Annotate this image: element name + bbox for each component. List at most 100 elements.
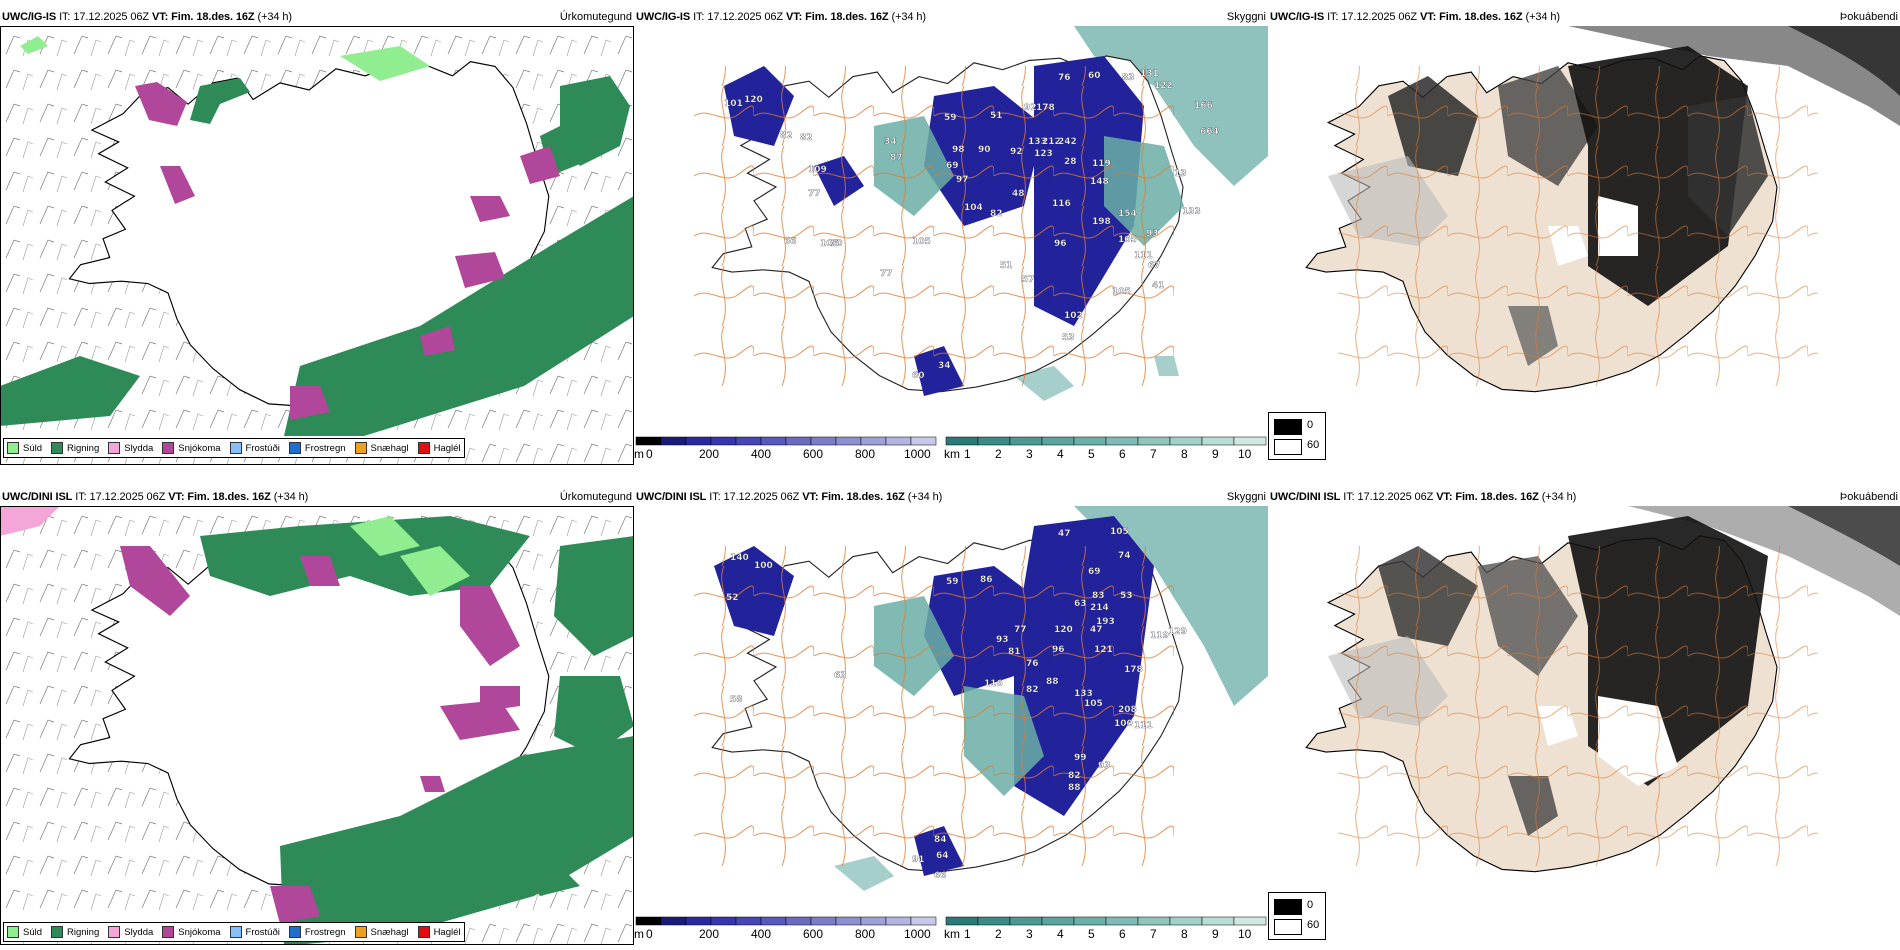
svg-text:76: 76 <box>1058 73 1071 83</box>
colorbar-segment <box>1009 436 1043 446</box>
svg-text:57: 57 <box>1022 275 1035 285</box>
colorbar-segment <box>1073 916 1107 926</box>
svg-text:66: 66 <box>784 237 797 247</box>
svg-text:64: 64 <box>936 851 949 861</box>
svg-text:148: 148 <box>1090 177 1109 187</box>
colorbar-segment <box>945 916 979 926</box>
colorbar-segment <box>635 436 662 446</box>
colorbar-tick: 6 <box>1119 927 1126 941</box>
svg-text:129: 129 <box>1168 627 1187 637</box>
svg-text:105: 105 <box>1112 287 1131 297</box>
svg-text:193: 193 <box>1096 617 1115 627</box>
svg-text:28: 28 <box>1064 157 1077 167</box>
colorbar-tick: 10 <box>1238 447 1252 461</box>
svg-text:77: 77 <box>880 269 893 279</box>
svg-text:101: 101 <box>724 99 743 109</box>
svg-text:82: 82 <box>990 209 1003 219</box>
colorbar-segment <box>660 436 687 446</box>
legend-item: Haglél <box>417 442 461 454</box>
legend-item: Súld <box>7 926 42 938</box>
panel-name: Skyggni <box>1226 491 1266 503</box>
svg-text:53: 53 <box>1062 333 1075 343</box>
colorbar-tick: 800 <box>855 447 876 461</box>
fog-index-map <box>1305 506 1900 873</box>
panel-title: UWC/IG-IS IT: 17.12.2025 06Z VT: Fim. 18… <box>1270 11 1560 23</box>
colorbar-tick: 200 <box>699 447 720 461</box>
svg-text:13: 13 <box>1174 169 1187 179</box>
svg-text:82: 82 <box>1026 685 1039 695</box>
legend-item: Frostregn <box>288 926 346 938</box>
svg-text:60: 60 <box>1088 71 1101 81</box>
svg-text:41: 41 <box>1152 281 1165 291</box>
svg-text:123: 123 <box>1034 149 1053 159</box>
colorbar-tick: 400 <box>751 447 772 461</box>
colorbar-segment <box>1073 436 1107 446</box>
legend-item: Snæhagl <box>354 926 409 938</box>
precip-type-panel-row2: UWC/DINI ISL IT: 17.12.2025 06Z VT: Fim.… <box>0 490 634 945</box>
legend-item: Rigning <box>51 926 99 938</box>
svg-text:86: 86 <box>980 575 993 585</box>
colorbar-tick: 4 <box>1057 927 1064 941</box>
colorbar-segment <box>1201 436 1235 446</box>
svg-text:74: 74 <box>1118 551 1131 561</box>
svg-text:69: 69 <box>946 161 959 171</box>
svg-text:92: 92 <box>1024 103 1037 113</box>
svg-text:81: 81 <box>1008 647 1021 657</box>
colorbar-tick: 0 <box>646 447 653 461</box>
svg-text:47: 47 <box>1090 625 1103 635</box>
colorbar-tick: 600 <box>803 927 824 941</box>
legend-item: Frostúði <box>229 442 280 454</box>
visibility-colorbar-m <box>635 916 937 926</box>
visibility-colorbar-km <box>945 436 1267 446</box>
svg-text:88: 88 <box>1068 783 1081 793</box>
svg-text:88: 88 <box>1046 677 1059 687</box>
legend-item: Haglél <box>417 926 461 938</box>
colorbar-tick: 5 <box>1088 447 1095 461</box>
svg-text:87: 87 <box>890 153 903 163</box>
svg-text:53: 53 <box>1120 591 1133 601</box>
svg-text:99: 99 <box>1074 753 1087 763</box>
colorbar-tick: 8 <box>1181 927 1188 941</box>
colorbar-tick: 600 <box>803 447 824 461</box>
visibility-values: 76 60 83 131 122 166 664 101 120 59 51 8… <box>724 69 1219 381</box>
svg-text:93: 93 <box>1098 761 1111 771</box>
colorbar-tick: 400 <box>751 927 772 941</box>
svg-text:52: 52 <box>726 593 739 603</box>
colorbar-segment <box>977 436 1011 446</box>
svg-text:121: 121 <box>1094 645 1113 655</box>
colorbar-segment <box>1041 436 1075 446</box>
fog-legend: 0 60 <box>1268 892 1326 940</box>
colorbar-segment <box>1105 916 1139 926</box>
panel-title: UWC/DINI ISL IT: 17.12.2025 06Z VT: Fim.… <box>636 491 943 503</box>
svg-text:67: 67 <box>1148 261 1161 271</box>
colorbar-tick: 0 <box>646 927 653 941</box>
panel-title: UWC/DINI ISL IT: 17.12.2025 06Z VT: Fim.… <box>2 491 309 503</box>
colorbar-segment <box>1169 916 1203 926</box>
legend-item: Rigning <box>51 442 99 454</box>
svg-text:84: 84 <box>934 835 947 845</box>
svg-text:77: 77 <box>1014 625 1027 635</box>
panel-name: Úrkomutegund <box>559 11 632 23</box>
precip-type-map <box>0 26 634 465</box>
svg-text:90: 90 <box>978 145 991 155</box>
svg-text:178: 178 <box>1124 665 1143 675</box>
colorbar-segment <box>735 916 762 926</box>
svg-text:116: 116 <box>1052 199 1071 209</box>
precip-type-legend: Súld Rigning Slydda Snjókoma Frostúði Fr… <box>3 922 465 942</box>
svg-text:83: 83 <box>1092 591 1105 601</box>
svg-text:34: 34 <box>938 361 951 371</box>
panel-title: UWC/IG-IS IT: 17.12.2025 06Z VT: Fim. 18… <box>636 11 926 23</box>
svg-text:69: 69 <box>1088 567 1101 577</box>
svg-text:51: 51 <box>1000 261 1013 271</box>
svg-text:140: 140 <box>730 553 749 563</box>
colorbar-segment <box>685 436 712 446</box>
svg-text:105: 105 <box>1084 699 1103 709</box>
svg-text:105: 105 <box>1110 527 1129 537</box>
fog-index-panel-row2: UWC/DINI ISL IT: 17.12.2025 06Z VT: Fim.… <box>1268 490 1900 945</box>
svg-text:208: 208 <box>1118 705 1137 715</box>
colorbar-segment <box>810 436 837 446</box>
fog-index-panel-row1: UWC/IG-IS IT: 17.12.2025 06Z VT: Fim. 18… <box>1268 10 1900 465</box>
precip-type-panel-row1: UWC/IG-IS IT: 17.12.2025 06Z VT: Fim. 18… <box>0 10 634 465</box>
colorbar-segment <box>710 916 737 926</box>
colorbar-tick: 9 <box>1212 447 1219 461</box>
